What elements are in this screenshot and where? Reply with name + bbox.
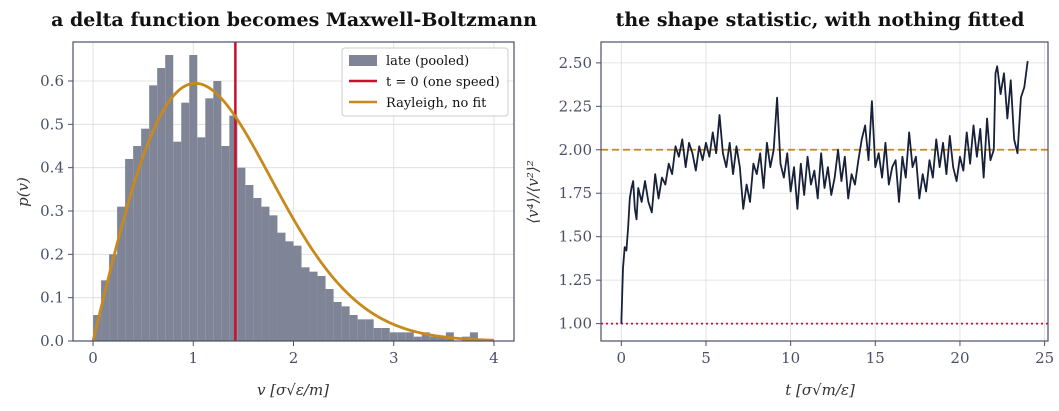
histogram-bar — [205, 98, 214, 341]
left-y-tick-label: 0.2 — [40, 245, 64, 263]
histogram-bar — [237, 167, 246, 341]
histogram-bar — [397, 332, 406, 341]
legend-swatch-hist — [349, 55, 377, 66]
shape-statistic-line — [620, 61, 1029, 324]
legend-label-hist: late (pooled) — [386, 54, 469, 69]
left-x-tick-label: 4 — [489, 349, 499, 367]
histogram-bar — [245, 185, 254, 341]
left-x-tick-label: 2 — [289, 349, 299, 367]
right-reference-lines — [601, 148, 1048, 325]
right-y-tick-label: 2.50 — [559, 54, 592, 72]
histogram-bar — [125, 159, 134, 341]
histogram-bar — [341, 306, 350, 341]
right-y-tick-label: 2.00 — [559, 141, 592, 159]
left-histogram — [93, 55, 478, 342]
right-x-tick-label: 20 — [950, 349, 969, 367]
histogram-bar — [413, 336, 422, 341]
right-plot-frame — [600, 41, 1049, 342]
histogram-bar — [325, 289, 334, 341]
histogram-bar — [197, 137, 206, 341]
histogram-bar — [253, 198, 262, 341]
histogram-bar — [421, 332, 430, 341]
left-y-tick-label: 0.5 — [40, 115, 64, 133]
histogram-bar — [285, 241, 294, 341]
histogram-bar — [117, 206, 126, 341]
histogram-bar — [469, 332, 478, 341]
left-ticks: 0 1 2 3 4 0.0 0.1 0.2 0.3 0.4 0.5 0.6 — [40, 72, 499, 367]
histogram-bar — [389, 332, 398, 341]
histogram-bar — [173, 141, 182, 341]
histogram-bar — [429, 336, 438, 341]
right-x-axis-label: t [σ√m/ε] — [785, 381, 855, 399]
histogram-bar — [381, 328, 390, 341]
histogram-bar — [301, 267, 310, 341]
histogram-bar — [277, 232, 286, 341]
histogram-bar — [109, 254, 118, 341]
right-y-tick-label: 1.50 — [559, 228, 592, 246]
histogram-bar — [181, 102, 190, 342]
right-chart: the shape statistic, with nothing fitted… — [524, 9, 1054, 399]
histogram-bar — [189, 55, 198, 341]
histogram-bar — [293, 245, 302, 341]
left-x-tick-label: 3 — [389, 349, 399, 367]
histogram-bar — [373, 328, 382, 341]
histogram-bar — [437, 336, 446, 341]
right-y-tick-label: 1.25 — [559, 271, 592, 289]
right-y-tick-label: 1.00 — [559, 315, 592, 333]
left-chart: a delta function becomes Maxwell-Boltzma… — [14, 9, 537, 399]
left-y-tick-label: 0.3 — [40, 202, 64, 220]
histogram-bar — [133, 146, 142, 341]
right-series — [620, 61, 1029, 324]
histogram-bar — [269, 215, 278, 341]
histogram-bar — [141, 128, 150, 341]
histogram-bar — [165, 55, 174, 341]
histogram-bar — [229, 115, 238, 342]
rayleigh-curve — [91, 81, 494, 342]
legend-label-delta: t = 0 (one speed) — [386, 75, 500, 90]
left-chart-title: a delta function becomes Maxwell-Boltzma… — [51, 9, 537, 31]
left-y-tick-label: 0.4 — [40, 159, 64, 177]
left-lines — [91, 42, 494, 342]
left-x-tick-label: 0 — [88, 349, 98, 367]
legend-box — [341, 47, 509, 117]
left-y-tick-label: 0.1 — [40, 289, 64, 307]
right-chart-title: the shape statistic, with nothing fitted — [616, 9, 1025, 31]
histogram-bar — [213, 81, 222, 341]
right-grid — [601, 42, 1048, 341]
right-y-tick-label: 2.25 — [559, 97, 592, 115]
histogram-bar — [349, 315, 358, 341]
histogram-bar — [221, 146, 230, 341]
left-y-tick-label: 0.6 — [40, 72, 64, 90]
left-y-axis-label: p(v) — [14, 177, 32, 207]
left-legend: late (pooled) t = 0 (one speed) Rayleigh… — [341, 47, 509, 117]
right-x-tick-label: 25 — [1035, 349, 1054, 367]
right-x-tick-label: 15 — [866, 349, 885, 367]
right-y-tick-label: 1.75 — [559, 184, 592, 202]
histogram-bar — [149, 85, 158, 341]
left-x-axis-label: v [σ√ε/m] — [257, 381, 329, 399]
histogram-bar — [333, 302, 342, 341]
right-ticks: 0 5 10 15 20 25 1.00 1.25 1.50 1.75 2.00 2.25 2.50 — [559, 54, 1055, 367]
right-x-tick-label: 5 — [701, 349, 711, 367]
right-x-tick-label: 0 — [617, 349, 627, 367]
histogram-bar — [101, 280, 110, 341]
right-x-tick-label: 10 — [781, 349, 800, 367]
histogram-bar — [157, 68, 166, 341]
right-y-axis-label: ⟨v⁴⟩/⟨v²⟩² — [524, 160, 542, 223]
histogram-bar — [357, 319, 366, 341]
histogram-bar — [317, 276, 326, 341]
legend-label-rayleigh: Rayleigh, no fit — [386, 96, 487, 111]
histogram-bar — [261, 206, 270, 341]
histogram-bar — [309, 271, 318, 341]
left-y-tick-label: 0.0 — [40, 332, 64, 350]
left-x-tick-label: 1 — [188, 349, 198, 367]
histogram-bar — [365, 319, 374, 341]
histogram-bar — [405, 332, 414, 341]
